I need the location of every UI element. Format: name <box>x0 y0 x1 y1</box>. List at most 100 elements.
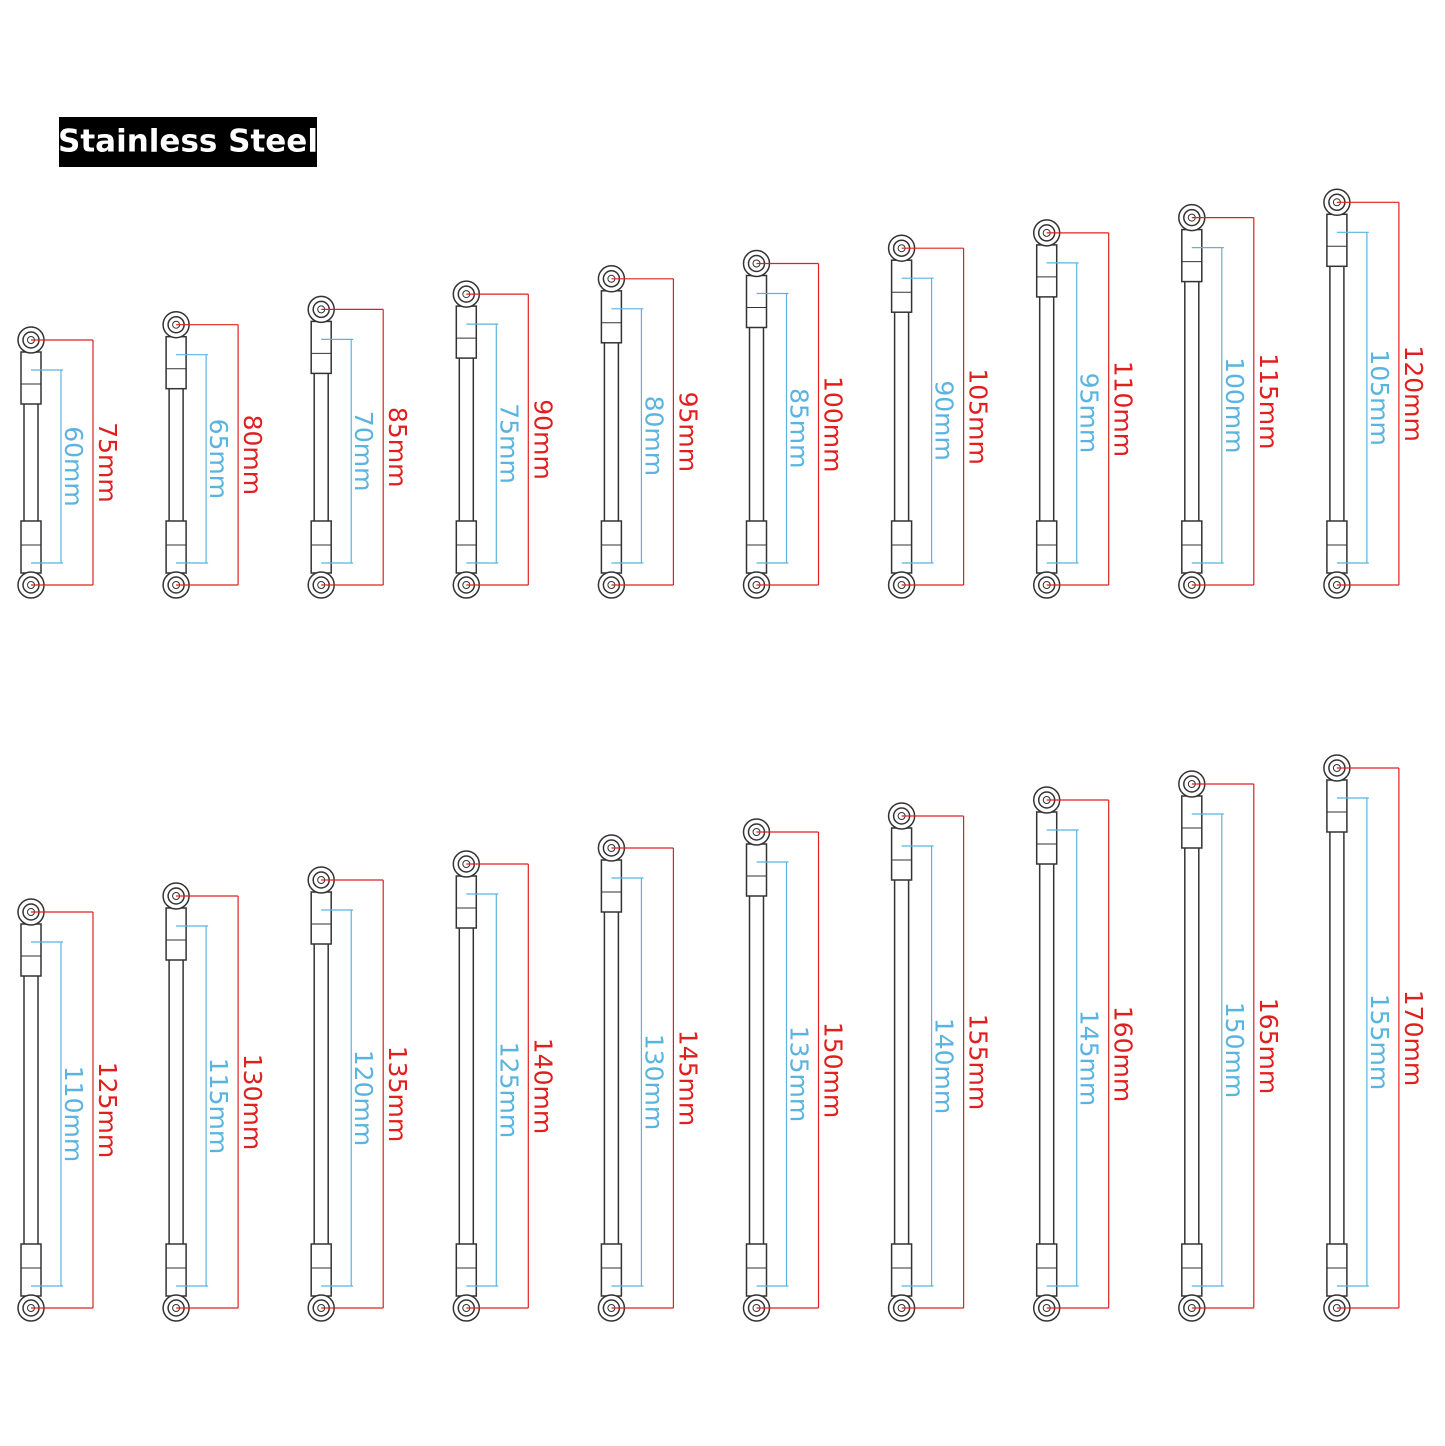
rod-end-top <box>1035 244 1058 298</box>
rod-shaft <box>748 891 765 1249</box>
rod-end-top <box>1181 795 1203 849</box>
rod-end-bottom <box>310 520 332 574</box>
rod-end-bottom <box>20 1243 42 1297</box>
inner-label: 80mm <box>639 396 668 477</box>
rod-end-bottom <box>600 1243 623 1297</box>
rod-end-bottom <box>310 1243 332 1297</box>
inner-label: 75mm <box>494 403 523 484</box>
rod-end-bottom <box>455 1243 478 1297</box>
overall-label: 130mm <box>238 1054 267 1150</box>
rod-shaft <box>1038 859 1055 1249</box>
overall-label: 110mm <box>1109 361 1138 457</box>
rod-end-top <box>890 259 913 313</box>
rod-end-bottom <box>165 520 187 574</box>
inner-label: 125mm <box>494 1042 523 1138</box>
overall-label: 115mm <box>1254 353 1283 449</box>
overall-label: 125mm <box>93 1062 122 1158</box>
inner-label: 105mm <box>1365 349 1394 445</box>
rod-shaft <box>1184 843 1200 1249</box>
overall-label: 85mm <box>383 407 412 488</box>
rod-end-top <box>1181 228 1203 283</box>
overall-label: 145mm <box>673 1030 702 1126</box>
rod-shaft <box>748 322 765 526</box>
rod-shaft <box>458 923 475 1249</box>
rod-end-bottom <box>1326 520 1348 574</box>
inner-label: 130mm <box>639 1034 668 1130</box>
rod-end-bottom <box>455 520 478 574</box>
overall-label: 80mm <box>238 415 267 496</box>
inner-label: 135mm <box>785 1026 814 1122</box>
rod-end-top <box>165 335 187 390</box>
rod-shaft <box>23 399 39 526</box>
inner-label: 70mm <box>349 411 378 492</box>
overall-label: 75mm <box>93 422 122 503</box>
rod-end-top <box>1326 779 1348 833</box>
rod-end-bottom <box>745 520 768 574</box>
overall-label: 90mm <box>528 399 557 480</box>
overall-label: 160mm <box>1109 1006 1138 1102</box>
rod-shaft <box>1329 261 1345 526</box>
title: Stainless Steel <box>58 124 318 160</box>
rod-end-bottom <box>1035 520 1058 574</box>
overall-label: 105mm <box>964 368 993 464</box>
rod-end-top <box>745 843 768 897</box>
rod-end-top <box>310 891 332 945</box>
rod-shaft <box>1038 292 1055 526</box>
inner-label: 120mm <box>349 1050 378 1146</box>
inner-label: 150mm <box>1220 1002 1249 1098</box>
inner-label: 145mm <box>1075 1010 1104 1106</box>
rod-shaft <box>893 307 910 526</box>
rod-shaft <box>893 875 910 1249</box>
inner-label: 85mm <box>785 388 814 469</box>
rod-shaft <box>23 971 39 1249</box>
rod-end-top <box>455 875 478 929</box>
rod-end-bottom <box>1181 520 1203 574</box>
rod-end-top <box>455 305 478 359</box>
overall-label: 140mm <box>528 1038 557 1134</box>
overall-label: 155mm <box>964 1014 993 1110</box>
rod-end-bottom <box>1035 1243 1058 1297</box>
overall-label: 170mm <box>1399 990 1428 1086</box>
inner-label: 140mm <box>930 1018 959 1114</box>
rod-end-bottom <box>1326 1243 1348 1297</box>
rod-end-bottom <box>890 1243 913 1297</box>
overall-label: 150mm <box>819 1022 848 1118</box>
rod-end-top <box>600 859 623 913</box>
rod-end-top <box>600 290 623 344</box>
inner-label: 90mm <box>930 380 959 461</box>
rod-shaft <box>1329 827 1345 1249</box>
rod-shaft <box>168 383 184 526</box>
rod-shaft <box>458 353 475 526</box>
rod-end-top <box>310 320 332 375</box>
inner-label: 100mm <box>1220 357 1249 453</box>
inner-label: 95mm <box>1075 373 1104 454</box>
rod-shaft <box>313 368 329 526</box>
inner-label: 155mm <box>1365 994 1394 1090</box>
rod-end-top <box>1326 213 1348 268</box>
overall-label: 100mm <box>819 376 848 472</box>
rod-shaft <box>168 955 184 1249</box>
rod-shaft <box>313 939 329 1249</box>
title-box <box>59 117 317 167</box>
rod-end-bottom <box>165 1243 187 1297</box>
rod-shaft <box>603 907 620 1249</box>
rod-end-bottom <box>600 520 623 574</box>
rod-end-top <box>890 827 913 881</box>
rod-end-bottom <box>20 520 42 574</box>
